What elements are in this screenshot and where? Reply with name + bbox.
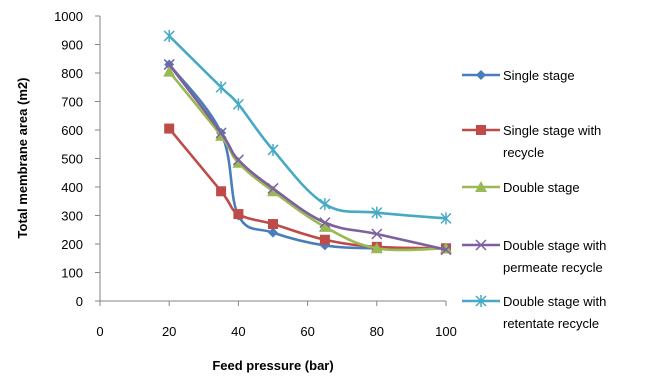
- data-point: [267, 143, 279, 156]
- legend-marker: [476, 70, 486, 80]
- data-point: [371, 206, 383, 219]
- data-point: [232, 156, 245, 168]
- legend: Single stage Single stage with recycle Doub…: [462, 68, 606, 331]
- data-point: [440, 212, 452, 225]
- series-line: [168, 63, 447, 251]
- data-point: [267, 185, 279, 197]
- x-tick-label: 60: [300, 324, 314, 339]
- legend-marker: [475, 239, 487, 251]
- data-point: [319, 234, 330, 245]
- series-line: [168, 63, 447, 250]
- legend-label: Double stage: [503, 180, 580, 195]
- data-point: [318, 220, 331, 232]
- x-tick-label: 40: [231, 324, 245, 339]
- legend-label: retentate recycle: [503, 316, 599, 331]
- y-axis-title: Total membrane area (m2): [15, 78, 30, 239]
- x-tick-label: 80: [370, 324, 384, 339]
- x-axis-title: Feed pressure (bar): [212, 358, 333, 373]
- y-ticks: 0 100 200 300 400 500 600 700 800 900 1000: [54, 9, 100, 309]
- axes: [99, 16, 446, 302]
- y-tick-label: 0: [76, 294, 83, 309]
- y-tick-label: 600: [61, 123, 83, 138]
- legend-marker: [475, 295, 487, 307]
- series-line: [168, 70, 447, 252]
- legend-marker: [476, 125, 486, 135]
- series-5: [163, 29, 452, 225]
- y-tick-label: 700: [61, 95, 83, 110]
- y-tick-label: 500: [61, 152, 83, 167]
- data-point: [370, 242, 383, 254]
- legend-label: recycle: [503, 145, 544, 160]
- series-4: [163, 58, 452, 256]
- legend-label: Double stage with: [503, 238, 606, 253]
- x-ticks: 0 20 40 60 80 100: [96, 301, 457, 339]
- legend-item: Double stage with retentate recycle: [462, 294, 606, 331]
- y-tick-label: 100: [61, 266, 83, 281]
- legend-label: permeate recycle: [503, 260, 603, 275]
- series-3: [163, 65, 452, 254]
- y-tick-label: 400: [61, 180, 83, 195]
- data-point: [215, 127, 227, 139]
- legend-label: Double stage with: [503, 294, 606, 309]
- legend-item: Double stage: [462, 180, 580, 195]
- data-point: [164, 123, 175, 134]
- data-point: [163, 29, 175, 42]
- series-line: [168, 35, 447, 220]
- x-tick-label: 0: [96, 324, 103, 339]
- y-tick-label: 200: [61, 237, 83, 252]
- data-point: [233, 209, 244, 220]
- data-point: [163, 65, 176, 77]
- data-point: [215, 81, 227, 94]
- legend-label: Single stage with: [503, 123, 601, 138]
- data-point: [232, 154, 244, 166]
- legend-marker: [475, 181, 487, 192]
- data-point: [440, 242, 452, 254]
- data-point: [232, 98, 244, 111]
- legend-item: Double stage with permeate recycle: [462, 238, 606, 275]
- x-tick-label: 20: [162, 324, 176, 339]
- data-point: [216, 186, 227, 197]
- data-point: [319, 198, 331, 211]
- data-point: [163, 58, 175, 70]
- series-group: [163, 29, 452, 256]
- x-tick-label: 100: [435, 324, 457, 339]
- data-point: [371, 228, 383, 240]
- series-1: [164, 59, 451, 254]
- legend-item: Single stage: [462, 68, 575, 83]
- legend-item: Single stage with recycle: [462, 123, 601, 160]
- y-tick-label: 1000: [54, 9, 83, 24]
- data-point: [440, 244, 452, 256]
- data-point: [267, 182, 279, 194]
- y-tick-label: 900: [61, 38, 83, 53]
- y-tick-label: 800: [61, 66, 83, 81]
- data-point: [268, 219, 278, 230]
- data-point: [268, 227, 278, 238]
- data-point: [319, 217, 331, 229]
- legend-label: Single stage: [503, 68, 575, 83]
- y-tick-label: 300: [61, 209, 83, 224]
